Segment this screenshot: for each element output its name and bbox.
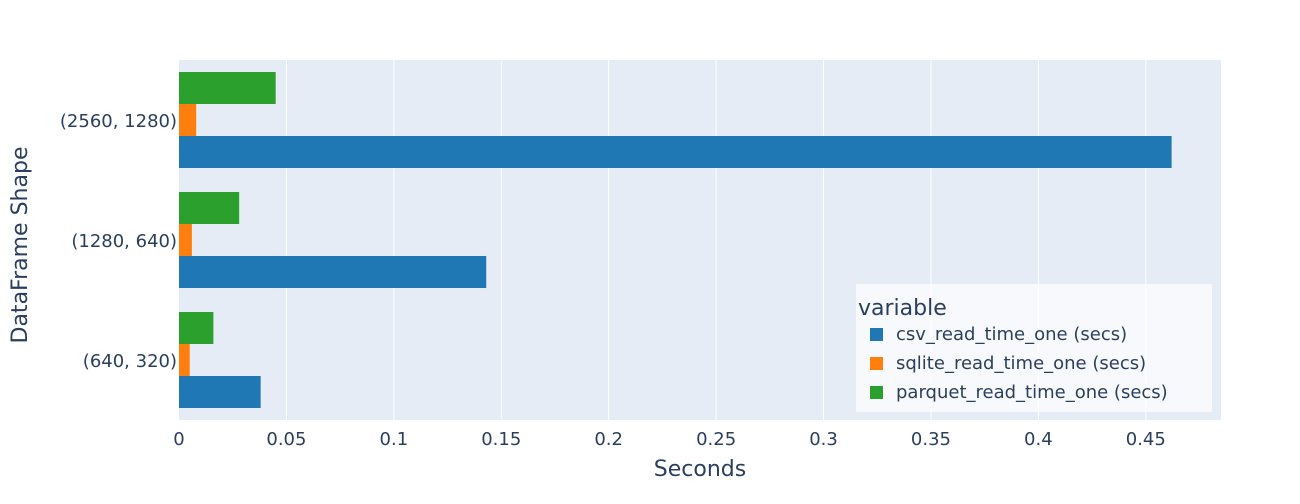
bar-parquet-read-time-one-1[interactable] bbox=[179, 192, 240, 224]
bar-parquet-read-time-one-0[interactable] bbox=[179, 312, 214, 344]
legend-swatch bbox=[870, 328, 883, 341]
x-tick-label: 0.05 bbox=[266, 429, 306, 450]
legend-item-csv-read-time-one[interactable]: csv_read_time_one (secs) bbox=[870, 324, 1127, 345]
x-axis-ticks: 0 0.05 0.1 0.15 0.2 0.25 0.3 0.35 0.4 0.45 bbox=[173, 429, 1166, 450]
x-tick-label: 0.3 bbox=[809, 429, 838, 450]
y-axis-ticks: (640, 320) (1280, 640) (2560, 1280) bbox=[60, 111, 177, 372]
legend-item-sqlite-read-time-one[interactable]: sqlite_read_time_one (secs) bbox=[870, 353, 1146, 374]
x-tick-label: 0.45 bbox=[1126, 429, 1166, 450]
legend-item-parquet-read-time-one[interactable]: parquet_read_time_one (secs) bbox=[870, 382, 1168, 403]
x-tick-label: 0.25 bbox=[696, 429, 736, 450]
legend-title: variable bbox=[858, 296, 947, 321]
legend-label: parquet_read_time_one (secs) bbox=[896, 382, 1168, 403]
x-tick-label: 0.15 bbox=[481, 429, 521, 450]
bar-csv-read-time-one-0[interactable] bbox=[179, 376, 261, 408]
legend-items[interactable]: csv_read_time_one (secs) sqlite_read_time… bbox=[870, 324, 1168, 403]
legend-label: csv_read_time_one (secs) bbox=[896, 324, 1127, 345]
bar-csv-read-time-one-2[interactable] bbox=[179, 136, 1172, 168]
bar-parquet-read-time-one-2[interactable] bbox=[179, 72, 276, 104]
bar-sqlite-read-time-one-1[interactable] bbox=[179, 224, 192, 256]
y-tick-label: (640, 320) bbox=[83, 351, 177, 372]
x-tick-label: 0.35 bbox=[911, 429, 951, 450]
legend-background bbox=[856, 284, 1212, 412]
x-tick-label: 0 bbox=[173, 429, 184, 450]
legend[interactable]: variable csv_read_time_one (secs) sqlite_… bbox=[856, 284, 1212, 412]
legend-label: sqlite_read_time_one (secs) bbox=[896, 353, 1146, 374]
legend-swatch bbox=[870, 357, 883, 370]
x-tick-label: 0.1 bbox=[380, 429, 409, 450]
legend-swatch bbox=[870, 386, 883, 399]
bar-csv-read-time-one-1[interactable] bbox=[179, 256, 487, 288]
x-tick-label: 0.4 bbox=[1024, 429, 1053, 450]
bar-sqlite-read-time-one-0[interactable] bbox=[179, 344, 190, 376]
y-tick-label: (2560, 1280) bbox=[60, 111, 177, 132]
y-axis-title: DataFrame Shape bbox=[8, 147, 33, 344]
bar-sqlite-read-time-one-2[interactable] bbox=[179, 104, 197, 136]
bars bbox=[179, 72, 1172, 408]
x-axis-title: Seconds bbox=[654, 457, 746, 482]
y-tick-label: (1280, 640) bbox=[71, 231, 177, 252]
x-tick-label: 0.2 bbox=[594, 429, 623, 450]
